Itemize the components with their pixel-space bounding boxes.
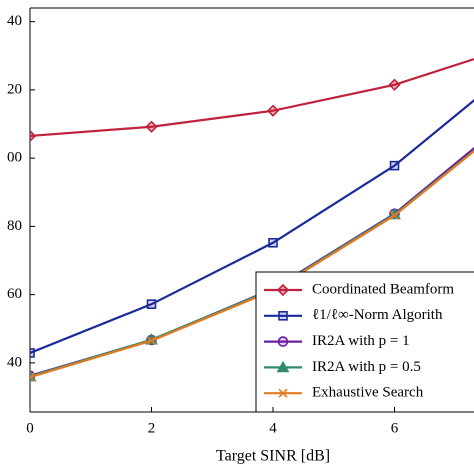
y-tick-label: 60 [7, 286, 22, 302]
legend-marker [278, 310, 288, 321]
legend-marker [278, 388, 288, 398]
x-tick-label: 2 [148, 420, 156, 436]
x-tick-label: 4 [269, 420, 277, 436]
x-tick-label: 6 [391, 420, 399, 436]
series-line [30, 57, 474, 138]
legend-label: Coordinated Beamform [312, 281, 454, 297]
marker [389, 160, 400, 171]
marker [388, 78, 401, 91]
y-tick-label: 40 [7, 13, 22, 29]
y-tick-label: 40 [7, 354, 22, 370]
marker [266, 104, 280, 117]
legend-marker [277, 336, 289, 347]
x-axis-label: Target SINR [dB] [216, 448, 330, 465]
series-layer [30, 57, 474, 412]
series-line [30, 99, 474, 354]
legend-label: IR2A with p = 0.5 [312, 359, 421, 375]
marker [30, 372, 35, 382]
marker [30, 129, 37, 143]
marker [145, 120, 158, 133]
legend-marker [276, 360, 290, 373]
marker [146, 299, 157, 309]
legend-label: ℓ1/ℓ∞-Norm Algorith [312, 307, 443, 323]
legend-marker [276, 283, 290, 297]
y-tick-label: 80 [7, 218, 22, 234]
y-tick-label: 20 [7, 81, 22, 97]
x-tick-label: 0 [26, 420, 34, 436]
y-tick-label: 00 [7, 150, 22, 166]
marker [146, 336, 157, 346]
legend-label: IR2A with p = 1 [312, 333, 410, 349]
legend-label: Exhaustive Search [312, 385, 424, 401]
marker [389, 210, 400, 221]
marker [268, 237, 278, 248]
marker [30, 348, 35, 358]
